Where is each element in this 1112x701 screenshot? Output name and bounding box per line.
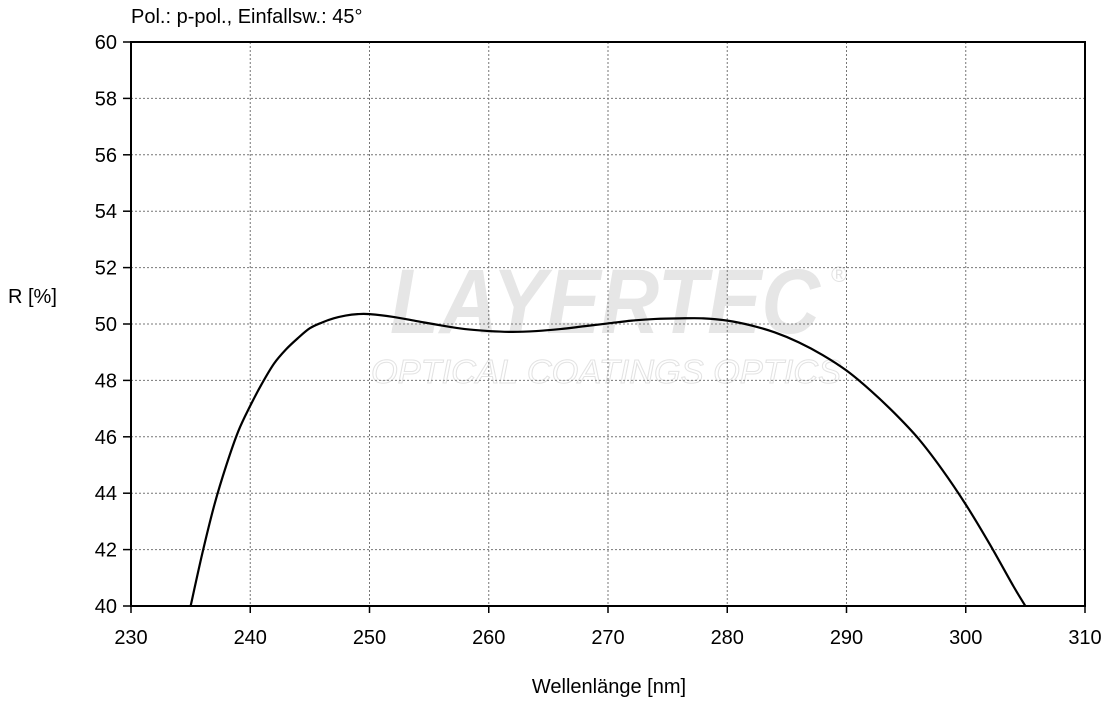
y-axis-label: R [%] [8, 286, 57, 308]
y-tick-label-40: 40 [95, 596, 117, 618]
y-tick-label-54: 54 [95, 201, 117, 223]
watermark-tagline: OPTICAL COATINGS OPTICS [371, 353, 841, 390]
x-tick-label-280: 280 [711, 627, 744, 649]
x-tick-label-260: 260 [472, 627, 505, 649]
x-axis-label: Wellenlänge [nm] [532, 676, 686, 698]
series-layer [189, 312, 1027, 607]
layertec-watermark: LAYERTEC ® OPTICAL COATINGS OPTICS [371, 251, 848, 391]
watermark-logo: LAYERTEC [390, 251, 821, 353]
watermark-registered-mark: ® [831, 262, 847, 287]
plot-frame [130, 41, 1086, 607]
x-tick-label-230: 230 [114, 627, 147, 649]
y-tick-label-56: 56 [95, 145, 117, 167]
x-tick-label-310: 310 [1068, 627, 1101, 649]
y-tick-label-60: 60 [95, 32, 117, 54]
tick-labels: 230 240 250 260 270 280 290 300 310 40 42 44 46 48 50 5… [95, 32, 1102, 649]
x-tick-label-300: 300 [949, 627, 982, 649]
axis-ticks [123, 41, 1086, 613]
x-tick-label-270: 270 [591, 627, 624, 649]
y-tick-label-48: 48 [95, 370, 117, 392]
reflectance-curve-0 [189, 312, 1027, 607]
x-tick-label-240: 240 [234, 627, 267, 649]
x-tick-label-250: 250 [353, 627, 386, 649]
y-tick-label-58: 58 [95, 88, 117, 110]
y-tick-label-42: 42 [95, 540, 117, 562]
chart-title: Pol.: p-pol., Einfallsw.: 45° [131, 6, 362, 28]
y-tick-label-46: 46 [95, 427, 117, 449]
y-tick-label-44: 44 [95, 483, 117, 505]
y-tick-label-50: 50 [95, 314, 117, 336]
y-tick-label-52: 52 [95, 258, 117, 280]
x-tick-label-290: 290 [830, 627, 863, 649]
